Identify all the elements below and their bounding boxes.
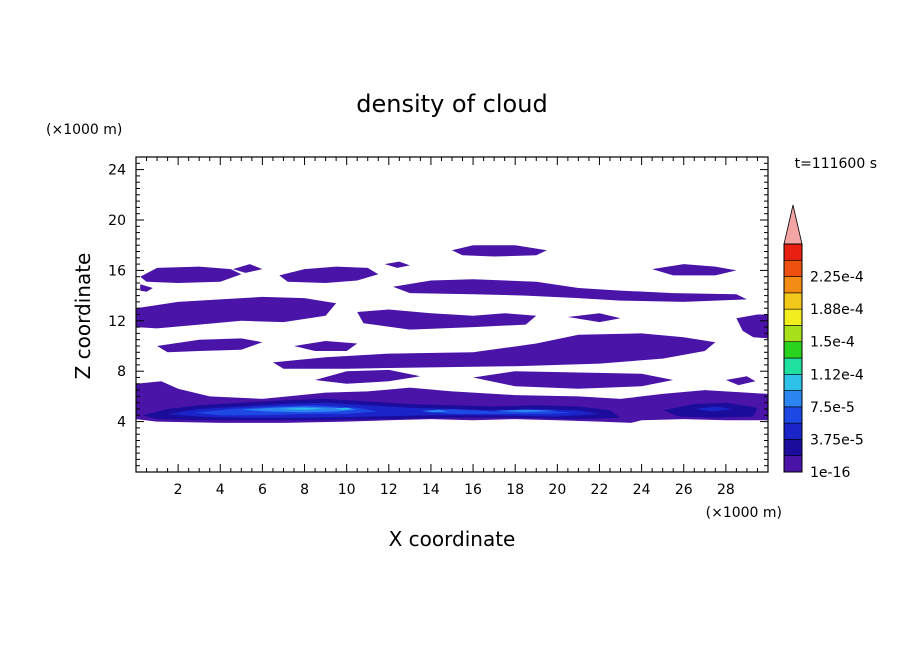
contour-region-25	[420, 409, 575, 414]
contour-region-10	[357, 309, 537, 330]
x-tick-label: 18	[506, 482, 524, 498]
contour-region-3	[140, 284, 153, 292]
chart-title: density of cloud	[356, 90, 547, 118]
y-axis-label: Z coordinate	[71, 253, 95, 380]
colorbar: 1e-16 3.75e-5 7.5e-5 1.12e-4 1.5e-4 1.88e-4 2.…	[783, 204, 864, 481]
contour-region-13	[157, 338, 263, 353]
contour-region-11	[567, 313, 621, 323]
contour-region-27	[494, 409, 558, 413]
colorbar-label: 3.75e-5	[810, 432, 864, 448]
x-tick-label: 22	[591, 482, 609, 498]
y-tick-label: 24	[108, 163, 126, 179]
colorbar-swatch	[783, 390, 803, 408]
colorbar-swatch	[783, 357, 803, 375]
contour-region-23	[694, 406, 733, 412]
contour-region-18	[725, 376, 756, 386]
x-tick-label: 16	[464, 482, 482, 498]
colorbar-swatch	[783, 455, 803, 473]
colorbar-swatch	[783, 276, 803, 294]
x-tick-label: 4	[216, 482, 225, 498]
colorbar-label: 2.25e-4	[810, 270, 864, 286]
y-tick-label: 20	[108, 213, 126, 229]
contour-region-14	[294, 341, 358, 351]
contour-region-5	[384, 261, 410, 268]
x-tick-label: 20	[548, 482, 566, 498]
contour-region-9	[136, 296, 337, 329]
x-axis-label: X coordinate	[389, 527, 516, 551]
time-label: t=111600 s	[795, 156, 877, 172]
colorbar-swatch	[783, 373, 803, 391]
colorbar-label: 1e-16	[810, 465, 850, 481]
contour-region-17	[473, 371, 674, 389]
y-tick-label: 4	[117, 415, 126, 431]
x-tick-label: 10	[338, 482, 356, 498]
colorbar-over-arrow	[783, 204, 803, 245]
plot-area	[136, 245, 768, 423]
y-tick-label: 8	[117, 364, 126, 380]
contour-region-7	[393, 279, 747, 302]
contour-region-30	[334, 407, 353, 410]
colorbar-label: 1.12e-4	[810, 367, 864, 383]
x-tick-label: 12	[380, 482, 398, 498]
contour-region-12	[736, 314, 768, 339]
colorbar-swatch	[783, 341, 803, 359]
colorbar-swatch	[783, 308, 803, 326]
x-tick-label: 8	[300, 482, 309, 498]
colorbar-label: 1.5e-4	[810, 335, 855, 351]
contour-region-2	[232, 264, 263, 273]
colorbar-swatch	[783, 243, 803, 261]
x-tick-label: 2	[174, 482, 183, 498]
x-tick-label: 6	[258, 482, 267, 498]
y-tick-label: 12	[108, 314, 126, 330]
contour-region-29	[279, 407, 326, 410]
x-tick-label: 28	[717, 482, 735, 498]
x-unit-label: (×1000 m)	[706, 505, 782, 521]
x-tick-label: 14	[422, 482, 440, 498]
contour-region-28	[422, 409, 448, 413]
contour-region-6	[452, 245, 547, 257]
colorbar-swatch	[783, 406, 803, 424]
colorbar-swatch	[783, 325, 803, 343]
x-tick-label: 26	[675, 482, 693, 498]
colorbar-swatch	[783, 422, 803, 440]
x-axis-ticks: 2 4 6 8 10 12 14 16 18 20 22 24 26 28	[146, 157, 758, 498]
colorbar-frame	[783, 243, 803, 473]
y-axis-ticks: 4 8 12 16 20 24	[108, 163, 768, 467]
colorbar-label: 7.5e-5	[810, 400, 855, 416]
contour-region-15	[272, 333, 716, 369]
y-tick-label: 16	[108, 263, 126, 279]
contour-region-8	[652, 264, 737, 276]
contour-regions	[136, 245, 768, 423]
y-unit-label: (×1000 m)	[46, 122, 122, 138]
colorbar-swatch	[783, 259, 803, 277]
contour-region-1	[140, 266, 242, 283]
colorbar-swatch	[783, 292, 803, 310]
colorbar-swatch	[783, 439, 803, 457]
contour-region-4	[279, 266, 379, 283]
x-tick-label: 24	[633, 482, 651, 498]
contour-region-16	[315, 369, 421, 384]
colorbar-label: 1.88e-4	[810, 302, 864, 318]
